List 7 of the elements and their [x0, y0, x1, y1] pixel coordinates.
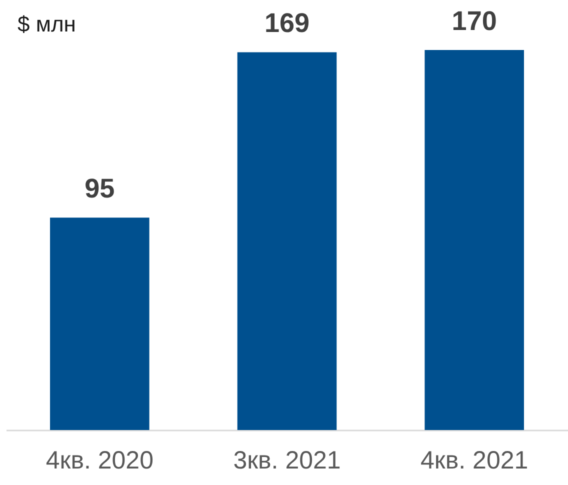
data-label: 169 [264, 8, 310, 38]
y-axis-title: $ млн [18, 12, 76, 36]
data-label: 170 [452, 6, 497, 36]
x-tick-label: 3кв. 2021 [233, 446, 341, 474]
data-label: 95 [84, 174, 115, 204]
x-tick-label: 4кв. 2021 [420, 446, 528, 474]
x-tick-label: 4кв. 2020 [46, 446, 154, 474]
